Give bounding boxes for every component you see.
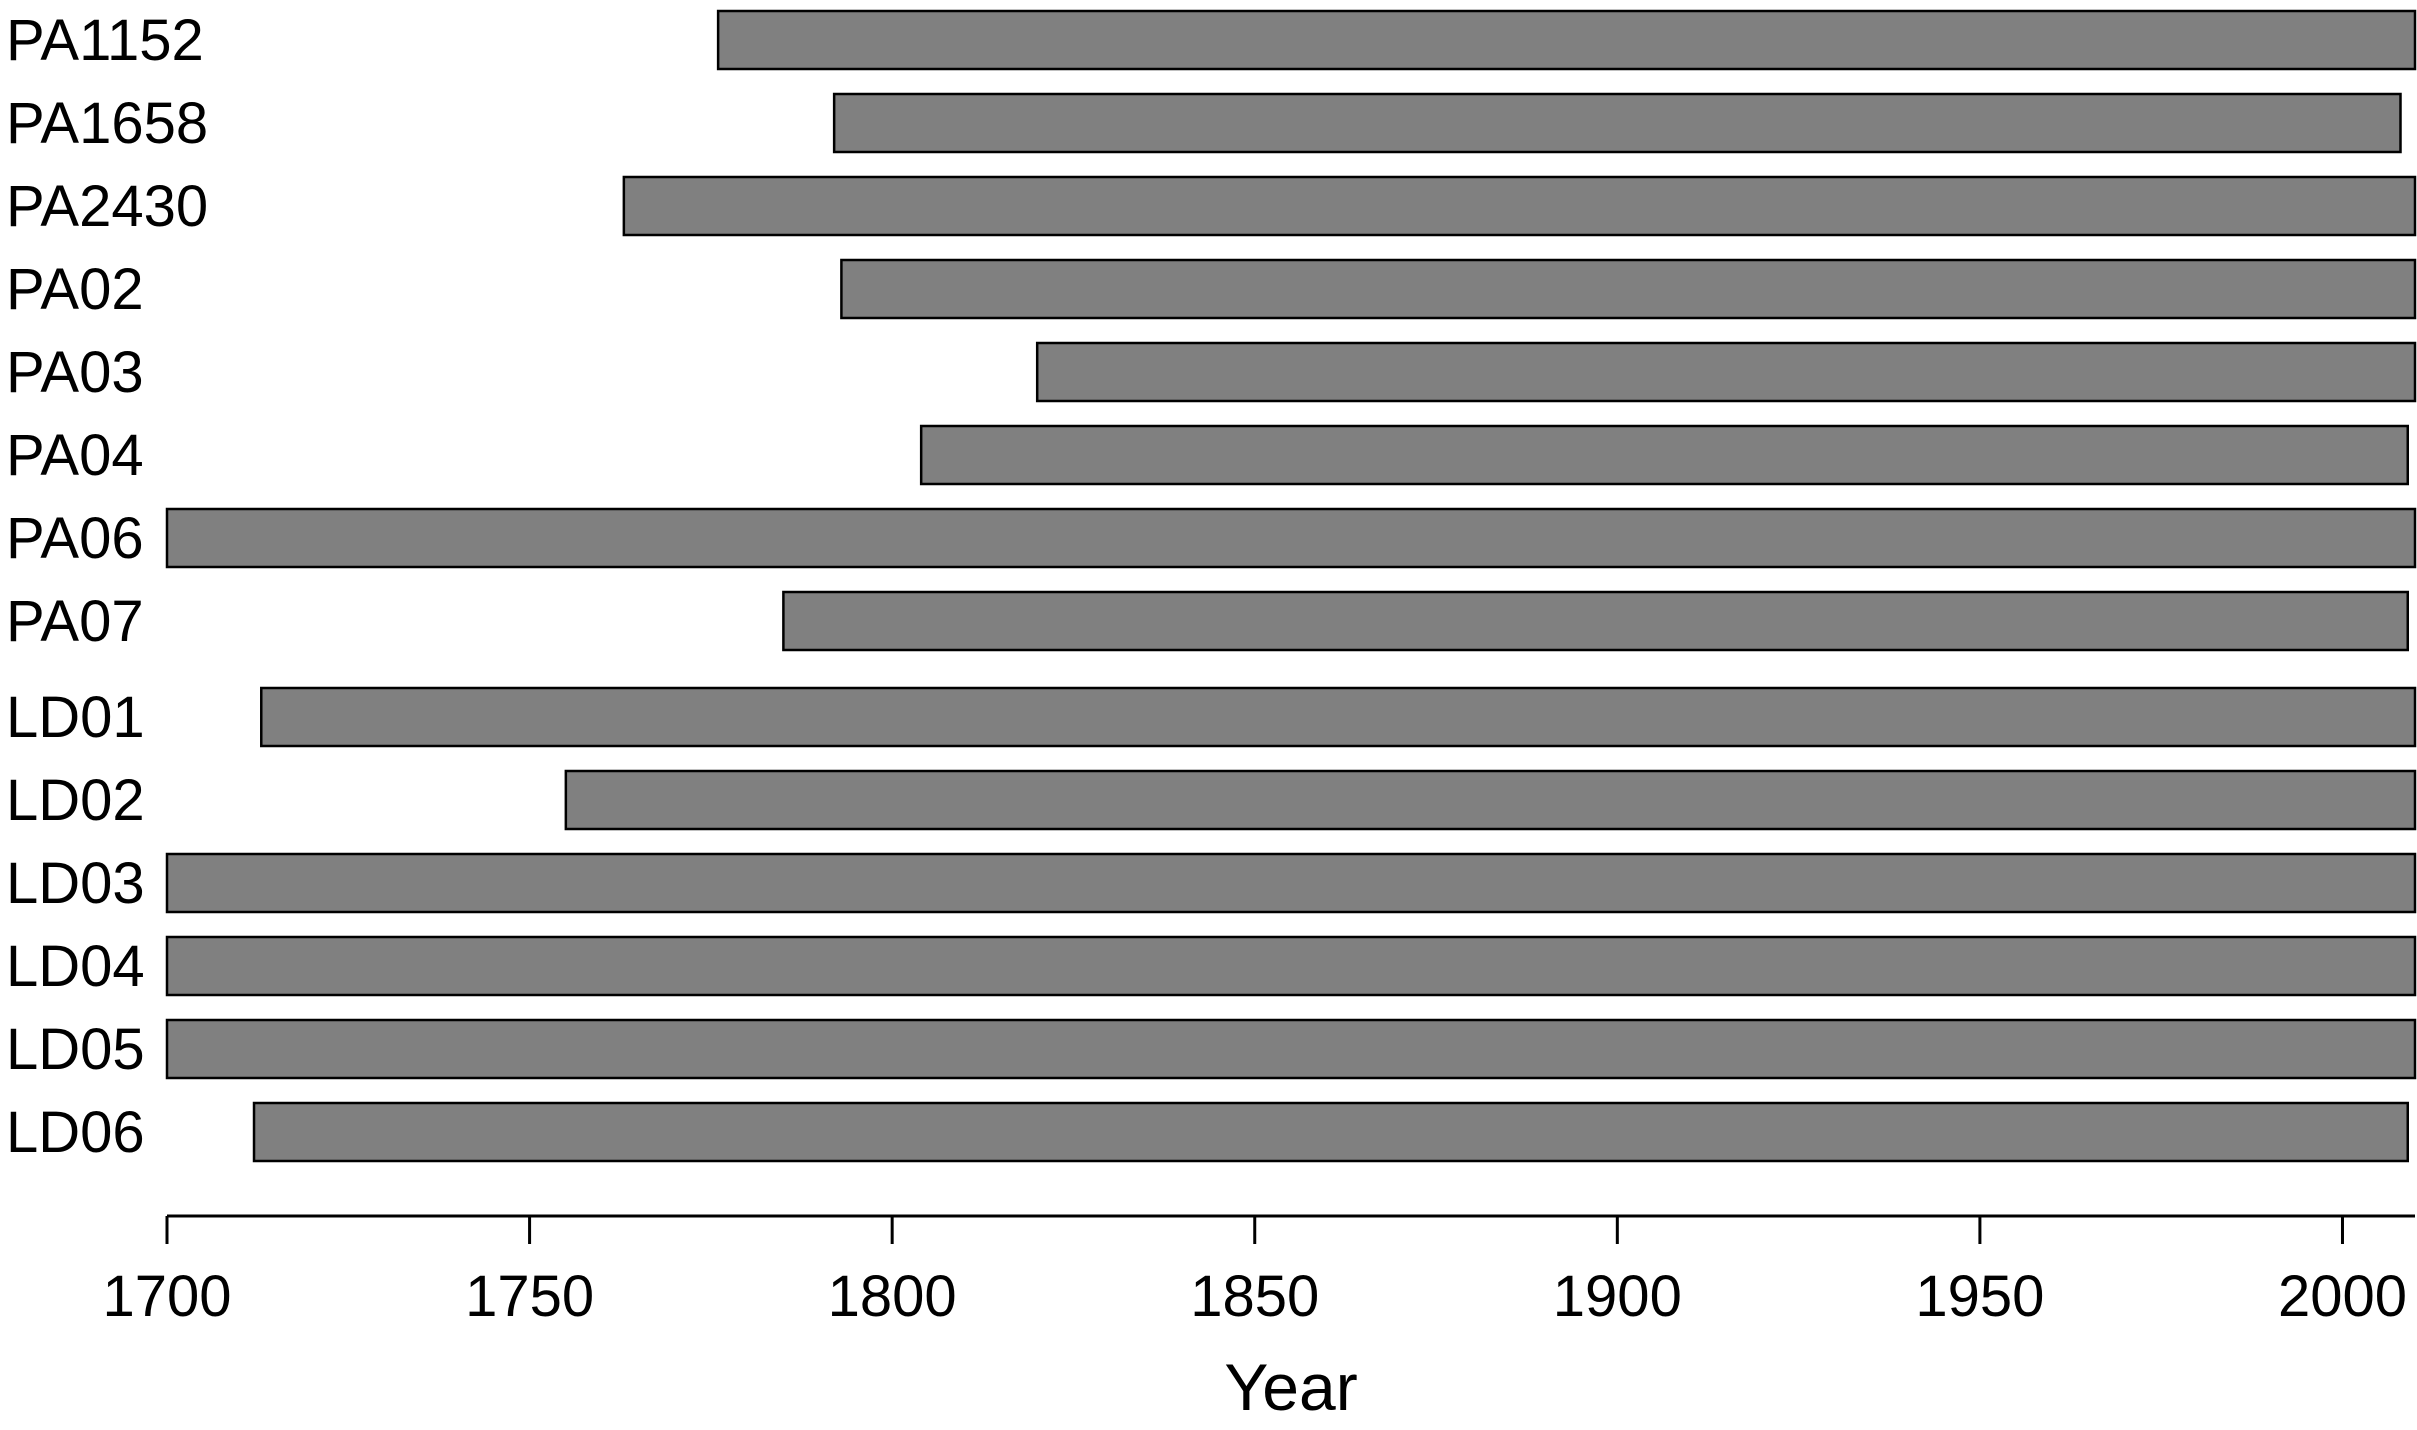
x-axis: 1700 1750 1800 1850 1900 1950 2000	[102, 1214, 2415, 1329]
bar-pa03	[1035, 341, 2417, 403]
x-tick-label-1750: 1750	[465, 1264, 594, 1329]
x-tick-label-1800: 1800	[828, 1264, 957, 1329]
bar-pa02	[840, 258, 2417, 320]
row-label-ld01: LD01	[6, 685, 145, 750]
row-label-pa02: PA02	[6, 257, 144, 322]
row-label-pa07: PA07	[6, 589, 144, 654]
bar-ld04	[165, 935, 2417, 997]
bar-pa1658	[832, 92, 2402, 154]
x-axis-title: Year	[1224, 1350, 1357, 1424]
row-labels-layer: PA1152 PA1658 PA2430 PA02 PA03 PA04 PA06 PA07 LD…	[6, 8, 208, 1165]
x-tick-label-1700: 1700	[102, 1264, 231, 1329]
x-tick-label-2000: 2000	[2278, 1264, 2407, 1329]
bar-ld01	[260, 686, 2417, 748]
x-tick-label-1850: 1850	[1190, 1264, 1319, 1329]
row-label-pa03: PA03	[6, 340, 144, 405]
row-label-pa06: PA06	[6, 506, 144, 571]
x-tick-label-1900: 1900	[1553, 1264, 1682, 1329]
bar-pa1152	[716, 9, 2417, 71]
row-label-ld05: LD05	[6, 1017, 145, 1082]
row-label-ld03: LD03	[6, 851, 145, 916]
row-label-ld02: LD02	[6, 768, 145, 833]
bars-layer	[165, 9, 2417, 1163]
row-label-pa1152: PA1152	[6, 8, 204, 73]
row-label-pa04: PA04	[6, 423, 144, 488]
row-label-pa2430: PA2430	[6, 174, 208, 239]
bar-pa07	[782, 590, 2409, 652]
row-label-ld04: LD04	[6, 934, 145, 999]
bar-pa04	[919, 424, 2409, 486]
bar-pa06	[165, 507, 2417, 569]
bar-ld05	[165, 1018, 2417, 1080]
row-label-ld06: LD06	[6, 1100, 145, 1165]
bar-pa2430	[622, 175, 2417, 237]
bar-ld03	[165, 852, 2417, 914]
bar-ld02	[564, 769, 2417, 831]
x-tick-label-1950: 1950	[1915, 1264, 2044, 1329]
bar-ld06	[252, 1101, 2409, 1163]
row-label-pa1658: PA1658	[6, 91, 208, 156]
